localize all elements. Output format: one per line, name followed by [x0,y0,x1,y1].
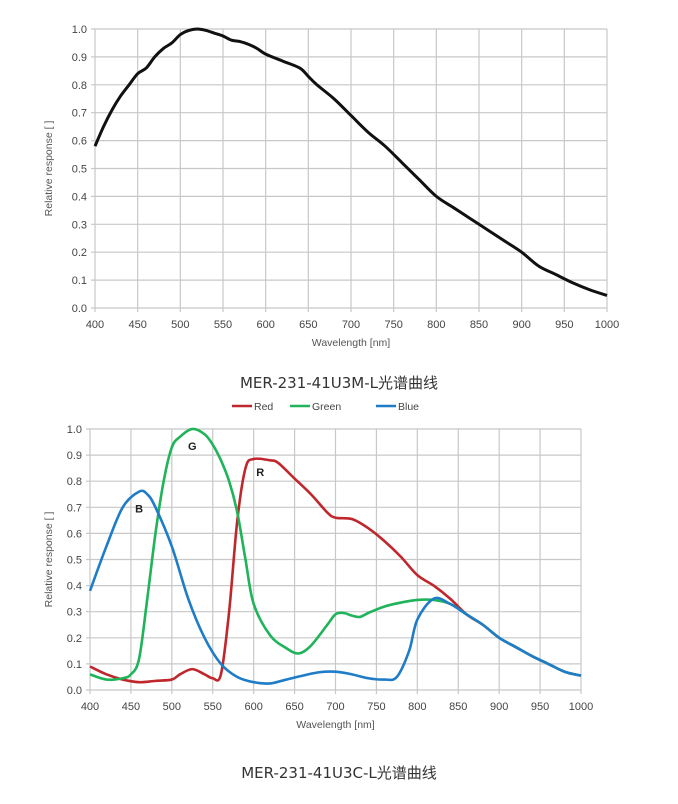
x-tick-label: 600 [256,319,274,331]
x-tick-label: 900 [512,319,530,331]
y-tick-label: 0.1 [72,275,87,287]
x-tick-label: 750 [384,319,402,331]
y-tick-label: 0.3 [67,607,82,619]
x-tick-label: 550 [214,319,232,331]
y-tick-label: 0.0 [67,685,82,697]
y-tick-label: 0.9 [72,52,87,64]
x-tick-label: 900 [490,701,508,713]
y-tick-label: 0.7 [72,108,87,120]
chart-1: 400 450 500 550 600 650 700 750 800 850 900 950 1000… [43,401,593,731]
x-tick-label: 850 [470,319,488,331]
chart-caption-mono: MER-231-41U3M-L光谱曲线 [239,374,438,392]
chart-caption-color: MER-231-41U3C-L光谱曲线 [241,764,437,782]
x-tick-label: 450 [122,701,140,713]
x-tick-label: 500 [163,701,181,713]
series-line-mono [93,27,608,297]
y-tick-label: 0.2 [67,633,82,645]
x-tick-label: 700 [342,319,360,331]
y-tick-label: 1.0 [67,424,82,436]
series-line-blue [88,489,582,685]
y-tick-label: 0.7 [67,502,82,514]
y-tick-label: 0.5 [67,555,82,567]
y-tick-label: 0.8 [67,476,82,488]
x-tick-label: 550 [204,701,222,713]
y-tick-label: 0.4 [72,191,87,203]
x-tick-label: 400 [86,319,104,331]
x-tick-label: 800 [427,319,445,331]
x-tick-label: 950 [531,701,549,713]
y-tick-label: 0.1 [67,659,82,671]
chart-0: 400 450 500 550 600 650 700 750 800 850 900 950 1000… [43,24,619,349]
y-tick-label: 0.0 [72,303,87,315]
y-tick-label: 0.8 [72,80,87,92]
curve-annotation: R [256,467,264,479]
y-tick-label: 0.3 [72,219,87,231]
curve-annotation: G [188,441,197,453]
x-tick-label: 800 [408,701,426,713]
y-tick-label: 1.0 [72,24,87,36]
x-tick-label: 950 [555,319,573,331]
y-tick-label: 0.2 [72,247,87,259]
curve-annotation: B [135,504,143,516]
x-tick-label: 750 [367,701,385,713]
legend-label: Red [254,401,273,413]
x-axis-label: Wavelength [nm] [296,719,374,731]
legend-label: Blue [398,401,419,413]
x-tick-label: 650 [299,319,317,331]
x-axis-label: Wavelength [nm] [312,337,390,349]
y-axis-label: Relative response [ ] [43,512,55,608]
x-tick-label: 1000 [595,319,619,331]
y-tick-label: 0.6 [67,528,82,540]
legend-label: Green [312,401,341,413]
y-tick-label: 0.5 [72,164,87,176]
x-tick-label: 600 [244,701,262,713]
y-tick-label: 0.6 [72,136,87,148]
x-tick-label: 850 [449,701,467,713]
x-tick-label: 650 [285,701,303,713]
y-tick-label: 0.9 [67,450,82,462]
y-axis-label: Relative response [ ] [43,121,55,217]
x-tick-label: 500 [171,319,189,331]
y-tick-label: 0.4 [67,581,82,593]
x-tick-label: 700 [326,701,344,713]
x-tick-label: 450 [128,319,146,331]
x-tick-label: 400 [81,701,99,713]
x-tick-label: 1000 [569,701,593,713]
